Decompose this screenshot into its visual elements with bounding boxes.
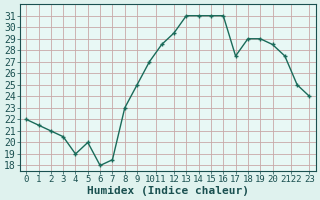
X-axis label: Humidex (Indice chaleur): Humidex (Indice chaleur)	[87, 186, 249, 196]
